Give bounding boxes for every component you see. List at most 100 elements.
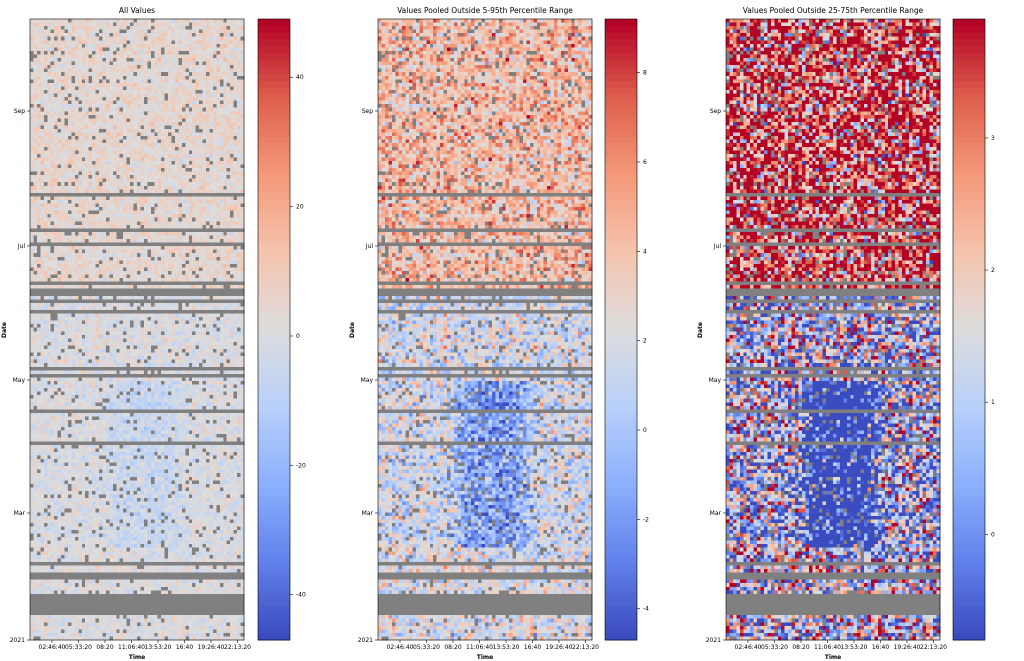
heatmap-cell: [109, 224, 114, 229]
heatmap-cell: [147, 288, 152, 293]
heatmap-cell: [78, 111, 83, 116]
heatmap-cell: [130, 65, 134, 70]
heatmap-cell: [74, 75, 79, 80]
heatmap-cell: [64, 263, 69, 268]
heatmap-cell: [223, 160, 228, 165]
heatmap-cell: [161, 68, 166, 73]
heatmap-cell: [74, 65, 79, 70]
heatmap-cell: [95, 256, 100, 261]
heatmap-cell: [40, 93, 45, 98]
heatmap-cell: [206, 33, 210, 38]
heatmap-cell: [206, 43, 210, 48]
heatmap-cell: [50, 82, 55, 87]
heatmap-cell: [116, 29, 121, 34]
heatmap-cell: [116, 93, 121, 98]
heatmap-cell: [85, 82, 90, 87]
heatmap-cell: [61, 192, 65, 197]
heatmap-cell: [199, 19, 203, 23]
heatmap-cell: [140, 93, 145, 98]
heatmap-cell: [50, 104, 55, 109]
heatmap-cell: [112, 221, 117, 226]
heatmap-cell: [30, 72, 34, 77]
heatmap-cell: [78, 26, 83, 31]
heatmap-cell: [130, 278, 134, 282]
heatmap-cell: [212, 89, 217, 94]
heatmap-cell: [116, 43, 121, 48]
heatmap-cell: [219, 281, 224, 286]
heatmap-cell: [130, 231, 134, 236]
heatmap-cell: [116, 82, 121, 87]
heatmap-cell: [157, 61, 162, 66]
heatmap-cell: [57, 292, 62, 297]
heatmap-cell: [67, 168, 72, 172]
heatmap-cell: [78, 43, 83, 48]
heatmap-cell: [219, 86, 224, 91]
heatmap-cell: [161, 19, 166, 23]
heatmap-cell: [85, 214, 90, 219]
heatmap-cell: [181, 278, 186, 282]
heatmap-cell: [119, 274, 124, 279]
heatmap-cell: [199, 132, 203, 137]
heatmap-cell: [57, 231, 62, 236]
heatmap-cell: [195, 118, 200, 123]
heatmap-cell: [174, 125, 179, 130]
heatmap-cell: [30, 192, 34, 197]
heatmap-cell: [199, 139, 203, 144]
heatmap-cell: [95, 175, 100, 180]
heatmap-cell: [226, 36, 231, 41]
heatmap-cell: [147, 182, 152, 187]
heatmap-cell: [199, 36, 203, 41]
heatmap-cell: [61, 292, 65, 297]
heatmap-cell: [33, 203, 38, 208]
heatmap-cell: [223, 26, 228, 31]
heatmap-cell: [171, 168, 176, 172]
heatmap-cell: [85, 168, 90, 172]
heatmap-cell: [40, 65, 45, 70]
heatmap-cell: [154, 192, 159, 197]
heatmap-cell: [126, 270, 131, 275]
heatmap-cell: [61, 302, 65, 307]
heatmap-cell: [133, 253, 138, 258]
heatmap-cell: [36, 160, 41, 165]
heatmap-cell: [137, 189, 141, 194]
heatmap-cell: [168, 295, 172, 300]
heatmap-cell: [137, 302, 141, 307]
heatmap-cell: [119, 82, 124, 87]
heatmap-cell: [119, 29, 124, 34]
heatmap-cell: [99, 295, 103, 300]
heatmap-cell: [109, 93, 114, 98]
heatmap-cell: [116, 239, 121, 243]
heatmap-cell: [61, 278, 65, 282]
heatmap-cell: [233, 75, 238, 80]
heatmap-cell: [88, 111, 93, 116]
heatmap-cell: [219, 278, 224, 282]
heatmap-cell: [192, 19, 197, 23]
heatmap-cell: [119, 50, 124, 55]
heatmap-cell: [174, 267, 179, 272]
heatmap-cell: [223, 164, 228, 169]
heatmap-cell: [174, 118, 179, 123]
heatmap-cell: [161, 40, 166, 45]
heatmap-cell: [212, 93, 217, 98]
heatmap-cell: [81, 150, 86, 155]
heatmap-cell: [105, 100, 110, 105]
heatmap-cell: [47, 150, 52, 155]
heatmap-cell: [240, 171, 245, 176]
heatmap-cell: [230, 270, 235, 275]
heatmap-cell: [216, 68, 221, 73]
heatmap-cell: [140, 260, 145, 265]
heatmap-cell: [223, 175, 228, 180]
heatmap-cell: [157, 196, 162, 201]
heatmap-cell: [219, 168, 224, 172]
heatmap-cell: [223, 228, 228, 233]
heatmap-cell: [36, 249, 41, 254]
heatmap-cell: [219, 79, 224, 84]
heatmap-cell: [71, 231, 76, 236]
heatmap-cell: [143, 185, 148, 190]
heatmap-cell: [157, 295, 162, 300]
heatmap-cell: [174, 270, 179, 275]
heatmap-cell: [95, 164, 100, 169]
heatmap-cell: [174, 199, 179, 204]
heatmap-cell: [61, 72, 65, 77]
heatmap-cell: [150, 121, 155, 126]
